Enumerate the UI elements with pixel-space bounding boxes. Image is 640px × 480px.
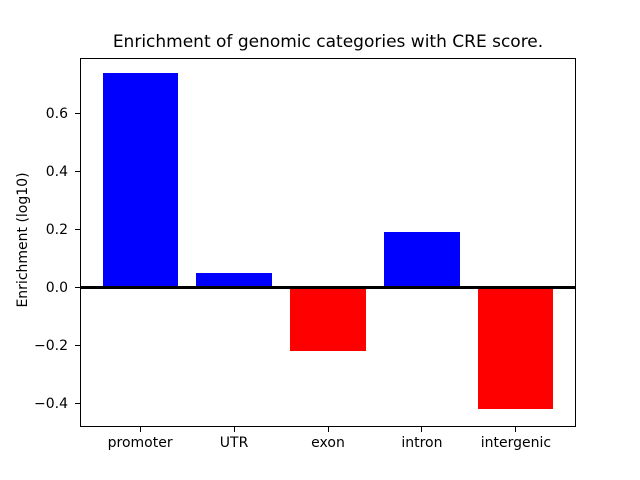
y-tick-label: 0.4 [45, 163, 68, 180]
chart-title: Enrichment of genomic categories with CR… [112, 32, 544, 52]
y-tick-mark [75, 113, 80, 114]
x-tick-mark [139, 427, 141, 433]
x-tick-label-intron: intron [401, 435, 443, 452]
y-tick-mark [75, 403, 80, 404]
y-tick-mark [75, 171, 80, 172]
x-tick-label-promoter: promoter [107, 435, 173, 452]
y-tick-mark [75, 287, 80, 288]
bar-intergenic [478, 287, 554, 410]
bar-promoter [102, 72, 178, 288]
y-tick-label: 0.0 [45, 279, 68, 296]
y-tick-label: −0.2 [34, 337, 68, 354]
y-tick-label: −0.4 [34, 395, 68, 412]
x-tick-mark [421, 427, 423, 433]
x-tick-mark [515, 427, 517, 433]
x-tick-label-exon: exon [311, 435, 345, 452]
x-tick-label-UTR: UTR [219, 435, 249, 452]
x-tick-mark [327, 427, 329, 433]
x-tick-mark [233, 427, 235, 433]
y-tick-label: 0.6 [45, 105, 68, 122]
x-tick-label-intergenic: intergenic [480, 435, 552, 452]
bar-exon [290, 287, 366, 352]
bar-intron [384, 232, 460, 288]
y-tick-label: 0.2 [45, 221, 68, 238]
y-tick-mark [75, 345, 80, 346]
bar-UTR [196, 273, 272, 288]
y-tick-mark [75, 229, 80, 230]
zero-line [80, 286, 576, 289]
